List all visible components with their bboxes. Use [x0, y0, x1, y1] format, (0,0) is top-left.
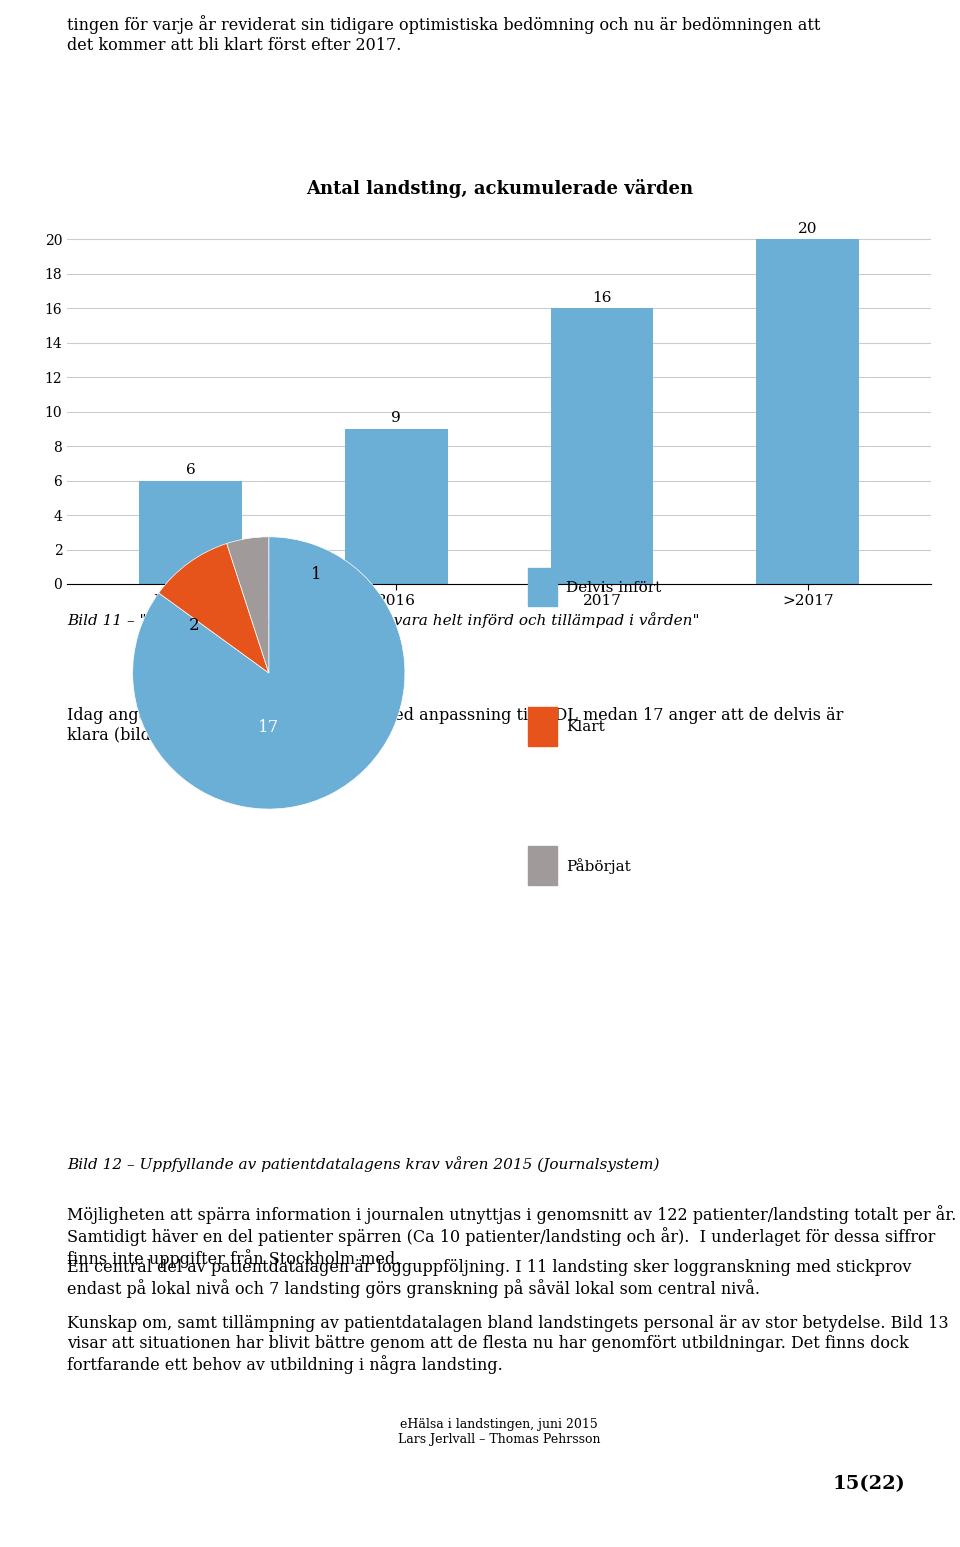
Text: Idag anger 2 landsting att de är klara med anpassning till PDL medan 17 anger at: Idag anger 2 landsting att de är klara m…: [67, 707, 844, 744]
Bar: [551, 308, 654, 583]
Text: 9: 9: [392, 412, 401, 425]
Text: Delvis infört: Delvis infört: [566, 580, 661, 596]
Text: En central del av patientdatalagen är logguppföljning. I 11 landsting sker loggr: En central del av patientdatalagen är lo…: [67, 1259, 912, 1298]
Wedge shape: [132, 537, 405, 809]
Text: 2: 2: [188, 617, 200, 634]
Bar: [756, 240, 859, 583]
Text: tingen för varje år reviderat sin tidigare optimistiska bedömning och nu är bedö: tingen för varje år reviderat sin tidiga…: [67, 15, 821, 54]
Text: 16: 16: [592, 291, 612, 305]
Title: Antal landsting, ackumulerade värden: Antal landsting, ackumulerade värden: [305, 179, 693, 198]
Bar: [345, 429, 447, 583]
Text: 6: 6: [185, 463, 196, 476]
Text: Bild 11 – "När beräknas patientdatalagen vara helt införd och tillämpad i vården: Bild 11 – "När beräknas patientdatalagen…: [67, 613, 700, 628]
Text: Bild 12 – Uppfyllande av patientdatalagens krav våren 2015 (Journalsystem): Bild 12 – Uppfyllande av patientdatalage…: [67, 1156, 660, 1173]
Wedge shape: [227, 537, 269, 673]
Text: Påbörjat: Påbörjat: [566, 859, 631, 874]
Wedge shape: [158, 543, 269, 673]
Text: Möjligheten att spärra information i journalen utnyttjas i genomsnitt av 122 pat: Möjligheten att spärra information i jou…: [67, 1205, 956, 1269]
Text: Kunskap om, samt tillämpning av patientdatalagen bland landstingets personal är : Kunskap om, samt tillämpning av patientd…: [67, 1315, 948, 1374]
Text: Klart: Klart: [566, 719, 605, 735]
Text: 17: 17: [258, 719, 279, 736]
Text: 15(22): 15(22): [832, 1474, 905, 1493]
Text: eHälsa i landstingen, juni 2015
Lars Jerlvall – Thomas Pehrsson: eHälsa i landstingen, juni 2015 Lars Jer…: [398, 1419, 600, 1446]
Bar: [139, 481, 242, 583]
Text: 20: 20: [798, 221, 818, 237]
Text: 1: 1: [311, 566, 322, 583]
